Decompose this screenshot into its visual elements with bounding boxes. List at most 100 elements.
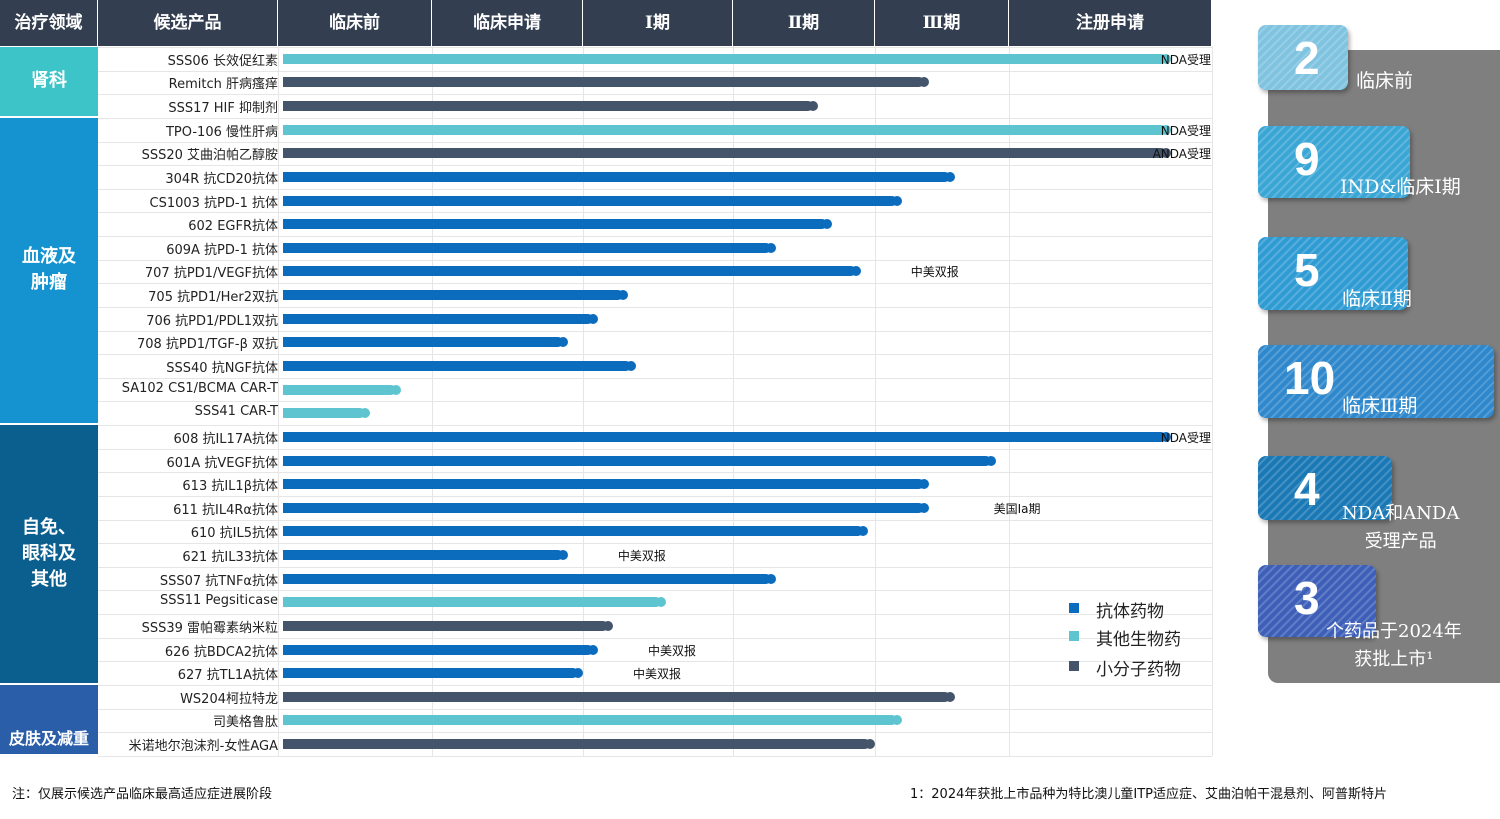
header-col-4: Ⅰ期 <box>583 0 733 46</box>
pipeline-bar <box>283 337 568 348</box>
header-col-6: Ⅲ期 <box>875 0 1009 46</box>
grid-row-line <box>98 212 1212 214</box>
pipeline-bar <box>283 124 1172 135</box>
grid-row-line <box>98 330 1212 332</box>
product-label: WS204柯拉特龙 <box>180 691 278 707</box>
grid-row-line <box>98 566 1212 568</box>
header-col-2: 临床前 <box>278 0 432 46</box>
product-label: SSS11 Pegsiticase <box>159 593 278 609</box>
header-col-1: 候选产品 <box>98 0 278 46</box>
legend-label-antibody: 抗体药物 <box>1096 602 1164 622</box>
grid-row-line <box>98 94 1212 96</box>
pipeline-bar <box>283 242 776 253</box>
grid-row-line <box>98 519 1212 521</box>
grid-row-line <box>98 165 1212 167</box>
grid-col-line <box>278 46 279 756</box>
product-label: 626 抗BDCA2抗体 <box>164 644 278 660</box>
product-label: 602 EGFR抗体 <box>188 219 278 235</box>
grid-row-line <box>98 377 1212 379</box>
summary-label-3: 临床Ⅲ期 <box>1342 395 1418 417</box>
grid-row-line <box>98 70 1212 72</box>
product-label: 705 抗PD1/Her2双抗 <box>148 290 278 306</box>
summary-box-0 <box>1258 25 1348 90</box>
pipeline-bar <box>283 502 929 513</box>
bar-note: 美国Ia期 <box>993 501 1041 516</box>
grid-row-line <box>98 354 1212 356</box>
pipeline-bar <box>283 195 902 206</box>
pipeline-bar <box>283 101 819 112</box>
summary-box-5 <box>1258 565 1376 637</box>
bar-note: 中美双报 <box>617 549 666 564</box>
summary-box-4 <box>1258 456 1392 520</box>
grid-row-line <box>98 188 1212 190</box>
grid-row-line <box>98 685 1212 686</box>
summary-label-2: 临床Ⅱ期 <box>1342 288 1412 310</box>
summary-box-2 <box>1258 237 1408 310</box>
pipeline-bar <box>283 668 583 679</box>
area-1: 血液及 肿瘤 <box>0 117 98 426</box>
summary-number-0: 2 <box>1294 32 1320 84</box>
pipeline-bar <box>283 620 613 631</box>
product-label: 304R 抗CD20抗体 <box>165 171 278 187</box>
summary-box-3 <box>1258 345 1494 418</box>
pipeline-bar <box>283 290 628 301</box>
grid-row-line <box>98 472 1212 474</box>
grid-row-line <box>98 732 1212 734</box>
grid-row-line <box>98 425 1212 427</box>
grid-row-line <box>98 637 1212 639</box>
pipeline-bar <box>283 715 902 726</box>
footnote-left: 注：仅展示候选产品临床最高适应症进展阶段 <box>12 787 273 802</box>
product-label: TPO-106 慢性肝病 <box>165 124 278 140</box>
pipeline-bar <box>283 77 929 88</box>
legend-swatch-small-molecule <box>1069 661 1079 671</box>
footnote-right: 1：2024年获批上市品种为特比澳儿童ITP适应症、艾曲泊帕干混悬剂、阿普斯特片 <box>910 787 1387 802</box>
product-label: 627 抗TL1A抗体 <box>177 668 278 684</box>
summary-label-4: NDA和ANDA 受理产品 <box>1342 503 1460 552</box>
pipeline-bar <box>283 597 665 608</box>
grid-row-line <box>98 708 1212 710</box>
header-col-5: Ⅱ期 <box>733 0 875 46</box>
grid-col-line <box>733 46 734 756</box>
product-label: 706 抗PD1/PDL1双抗 <box>146 313 278 329</box>
grid-row-line <box>98 755 1212 757</box>
pipeline-bar <box>283 408 371 419</box>
grid-row-line <box>98 543 1212 545</box>
area-3: 皮肤及减重 <box>0 685 98 756</box>
product-label: 米诺地尔泡沫剂-女性AGA <box>128 739 278 755</box>
product-label: 613 抗IL1β抗体 <box>182 479 278 495</box>
pipeline-bar <box>283 313 598 324</box>
legend-label-small-molecule: 小分子药物 <box>1096 660 1181 680</box>
grid-row-line <box>98 590 1212 592</box>
product-label: 601A 抗VEGF抗体 <box>166 455 279 471</box>
bar-note: 中美双报 <box>633 667 682 682</box>
pipeline-bar <box>283 479 929 490</box>
legend-swatch-antibody <box>1069 603 1079 613</box>
product-label: SSS17 HIF 抑制剂 <box>168 101 278 117</box>
header-col-3: 临床申请 <box>432 0 583 46</box>
pipeline-bar <box>283 691 956 702</box>
grid-col-line <box>583 46 584 756</box>
pipeline-bar <box>283 431 1172 442</box>
summary-label-5: 个药品于2024年 获批上市¹ <box>1326 621 1462 670</box>
product-label: SSS20 艾曲泊帕乙醇胺 <box>141 148 278 164</box>
bar-note: 中美双报 <box>910 265 959 280</box>
grid-row-line <box>98 306 1212 308</box>
product-label: 610 抗IL5抗体 <box>190 526 278 542</box>
product-label: Remitch 肝病瘙痒 <box>168 77 278 93</box>
pipeline-bar <box>283 739 875 750</box>
pipeline-bar <box>283 171 956 182</box>
product-label: SA102 CS1/BCMA CAR-T <box>121 380 278 396</box>
pipeline-bar <box>283 53 1172 64</box>
area-0: 肾科 <box>0 47 98 118</box>
grid-col-line <box>1009 46 1010 756</box>
pipeline-bar <box>283 526 868 537</box>
product-label: 608 抗IL17A抗体 <box>173 431 278 447</box>
grid-row-line <box>98 236 1212 238</box>
summary-box-1 <box>1258 126 1410 198</box>
pipeline-bar <box>283 384 402 395</box>
product-label: 707 抗PD1/VEGF抗体 <box>144 266 278 282</box>
pipeline-bar <box>283 266 861 277</box>
product-label: CS1003 抗PD-1 抗体 <box>149 195 279 211</box>
product-label: 708 抗PD1/TGF-β 双抗 <box>136 337 278 353</box>
bar-note: 中美双报 <box>648 643 697 658</box>
